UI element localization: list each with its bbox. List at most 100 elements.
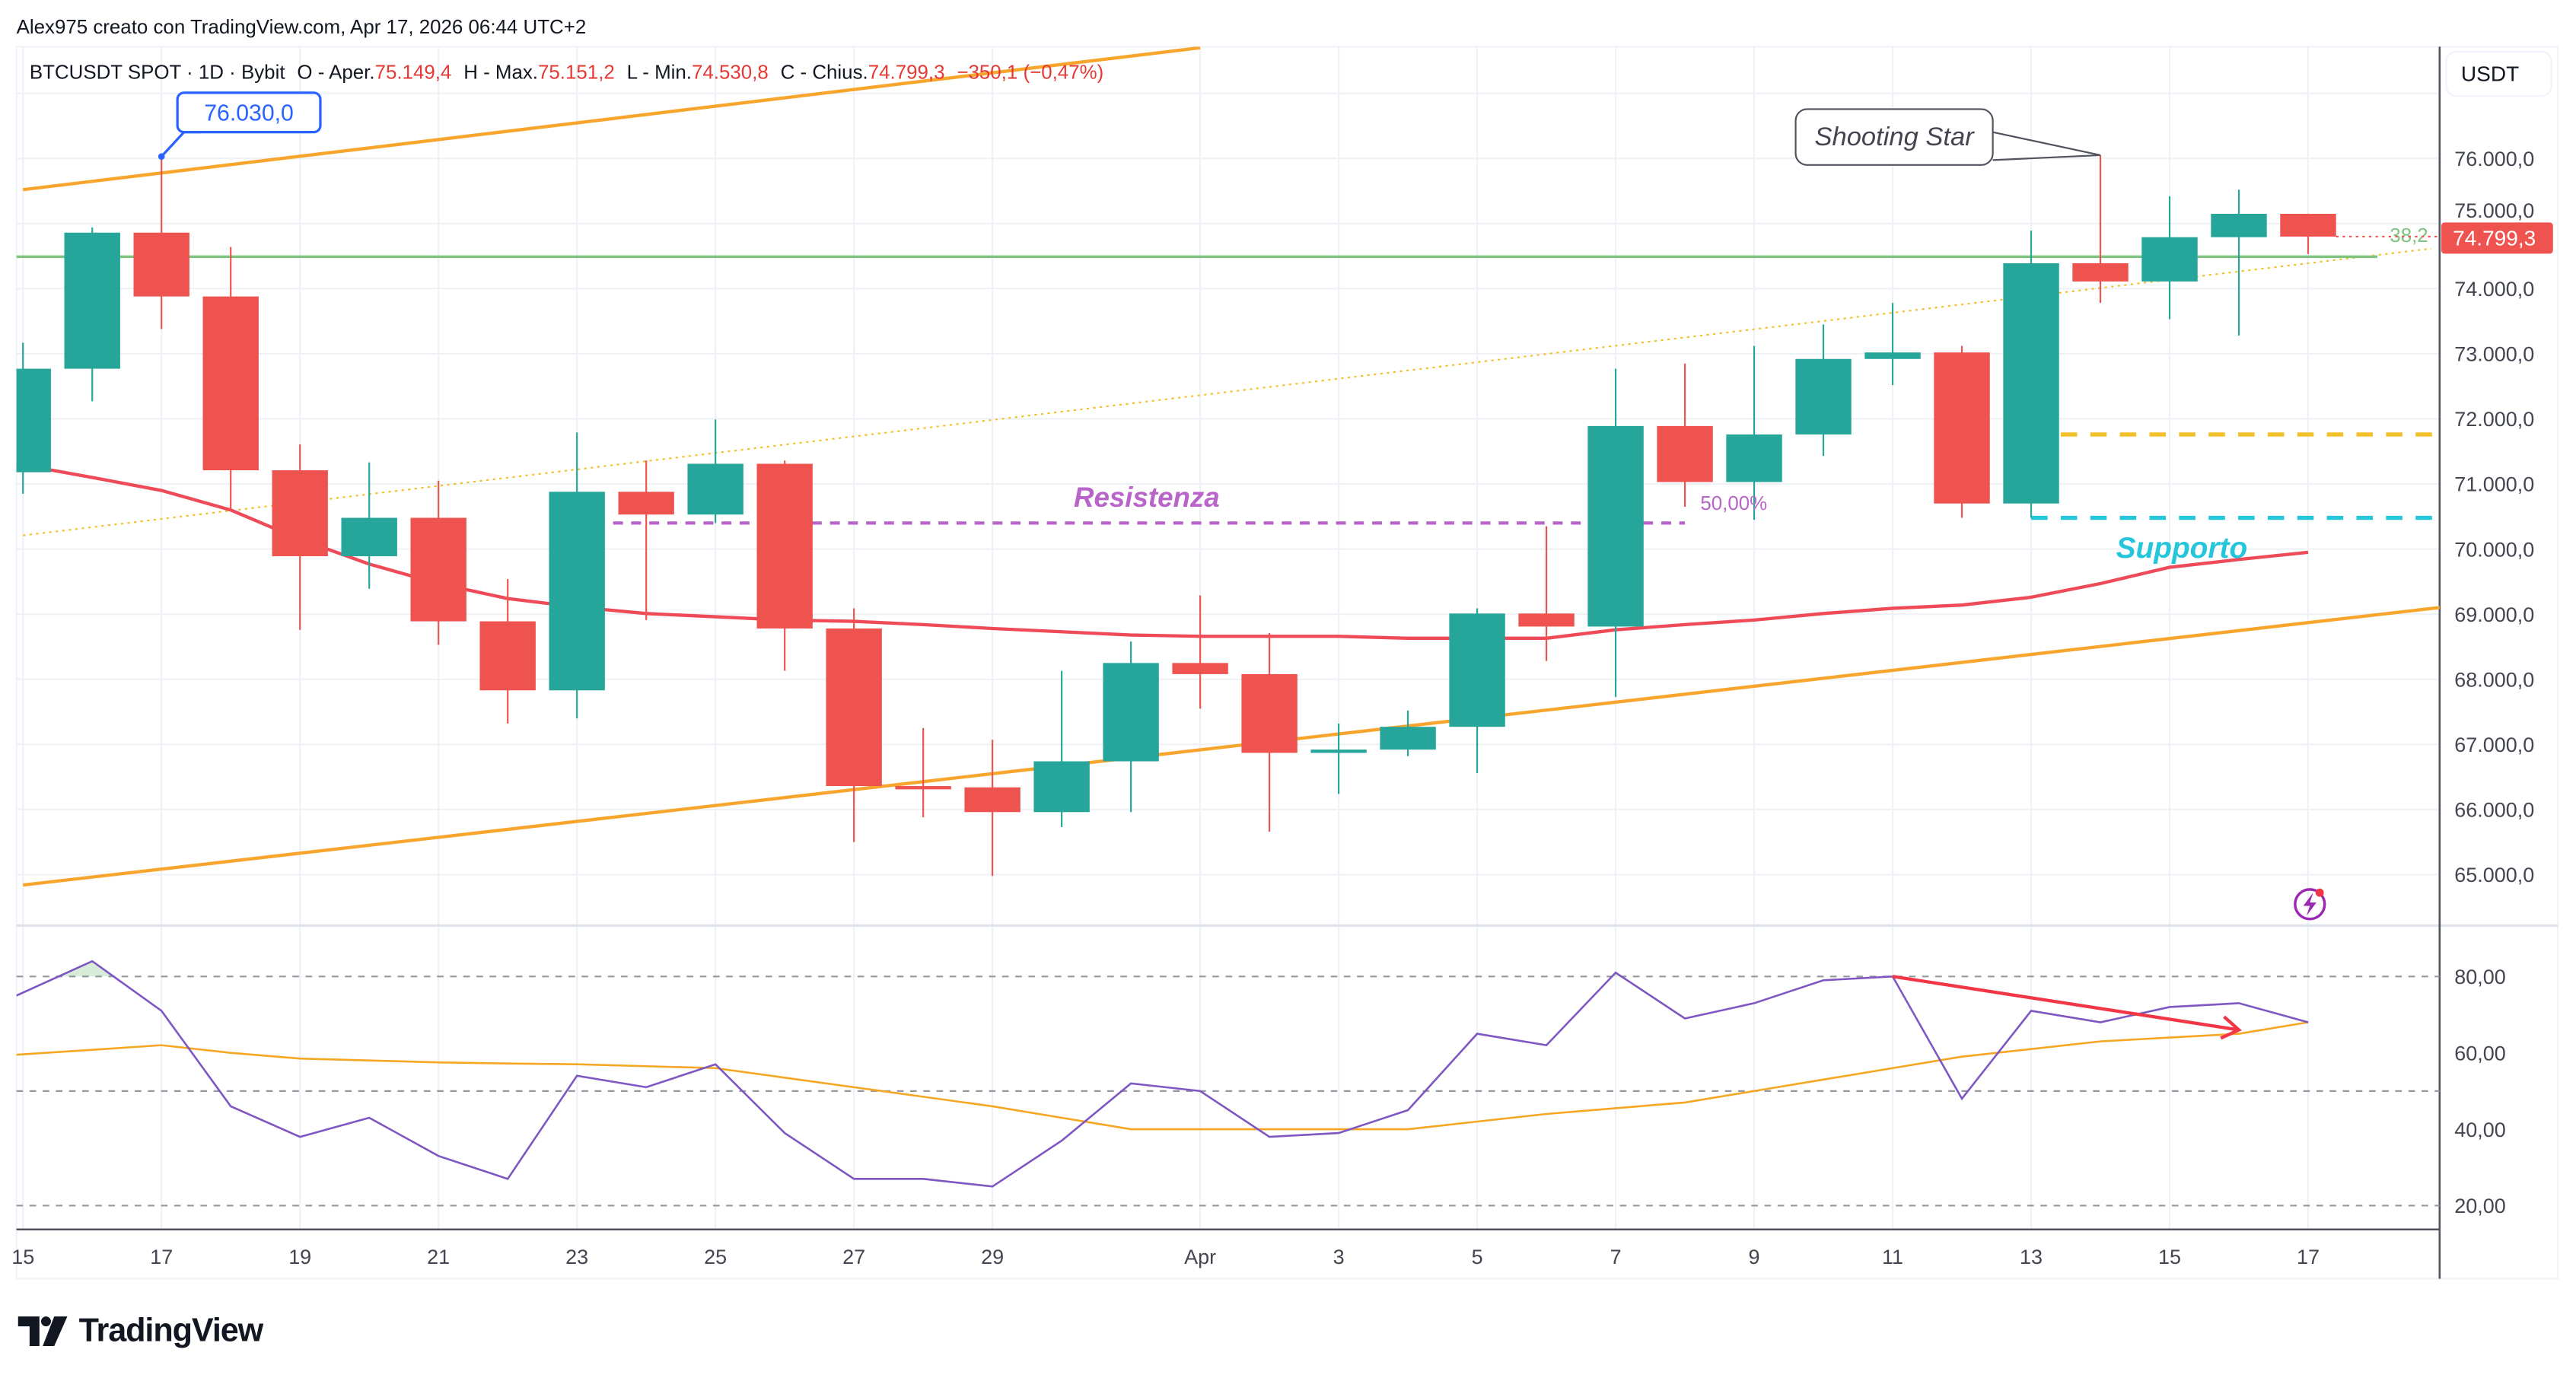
time-tick-label: 17 bbox=[150, 1246, 173, 1268]
last-price-badge bbox=[2441, 222, 2553, 254]
resistance-label: Resistenza bbox=[1074, 482, 1220, 513]
candle[interactable] bbox=[826, 608, 882, 842]
open-label: O - Aper. bbox=[297, 62, 374, 84]
candle[interactable] bbox=[618, 460, 674, 620]
shooting-star-callout[interactable] bbox=[1794, 108, 1994, 166]
rsi-divergence-arrow[interactable] bbox=[1892, 975, 2240, 1032]
candle[interactable] bbox=[1241, 632, 1298, 832]
lightning-alert-icon[interactable] bbox=[2294, 888, 2326, 921]
candle[interactable] bbox=[895, 727, 951, 818]
candle[interactable] bbox=[1103, 641, 1159, 813]
candle-body bbox=[2280, 213, 2336, 237]
time-tick-label: 11 bbox=[1882, 1246, 1903, 1268]
channel-upper-line[interactable] bbox=[22, 46, 1201, 192]
candle[interactable] bbox=[687, 419, 744, 524]
candle[interactable] bbox=[341, 462, 397, 589]
candle-body bbox=[272, 470, 328, 557]
currency-label: USDT bbox=[2461, 62, 2519, 86]
candle[interactable] bbox=[1449, 608, 1505, 773]
candle-body bbox=[1726, 434, 1782, 482]
price-tick-label: 75.000,0 bbox=[2454, 199, 2534, 222]
candle[interactable] bbox=[2072, 154, 2129, 304]
high-price-callout-label: 76.030,0 bbox=[204, 101, 294, 126]
candle[interactable] bbox=[2211, 189, 2267, 336]
candle[interactable] bbox=[133, 156, 189, 329]
candle[interactable] bbox=[2141, 196, 2198, 320]
candle-body bbox=[202, 296, 259, 471]
attribution-text: Alex975 creato con TradingView.com, Apr … bbox=[17, 17, 587, 38]
fib-50-label: 50,00% bbox=[1700, 493, 1767, 514]
candle-body bbox=[1657, 425, 1713, 482]
high-label: H - Max. bbox=[463, 62, 538, 84]
candle[interactable] bbox=[0, 342, 51, 494]
candle-body bbox=[2072, 263, 2129, 282]
candle[interactable] bbox=[1380, 710, 1436, 756]
candle[interactable] bbox=[1172, 595, 1228, 709]
channel-lower-line[interactable] bbox=[22, 592, 2576, 887]
price-axis[interactable]: 65.000,0 66.000,0 67.000,0 68.000,0 69.000,0… bbox=[2454, 148, 2534, 1217]
candle[interactable] bbox=[549, 432, 605, 719]
time-tick-label: 3 bbox=[1333, 1246, 1345, 1268]
candle-body bbox=[410, 517, 466, 622]
candle[interactable] bbox=[2003, 231, 2059, 518]
candle[interactable] bbox=[479, 578, 536, 724]
candle[interactable] bbox=[1657, 363, 1713, 507]
time-tick-label: 7 bbox=[1610, 1246, 1622, 1268]
price-tick-label: 70.000,0 bbox=[2454, 538, 2534, 561]
open-value: 75.149,4 bbox=[375, 62, 452, 84]
time-tick-label: 5 bbox=[1472, 1246, 1483, 1268]
support-label: Supporto bbox=[2116, 532, 2248, 565]
rsi-tick-label: 80,00 bbox=[2454, 966, 2506, 988]
moving-average-line bbox=[16, 462, 2309, 640]
change-value: −350,1 (−0,47%) bbox=[957, 62, 1103, 84]
moving-average bbox=[16, 462, 2309, 640]
high-value: 75.151,2 bbox=[538, 62, 615, 84]
candle[interactable] bbox=[410, 480, 466, 645]
pattern-callout-pointer bbox=[1992, 131, 2101, 161]
rsi-pane[interactable] bbox=[16, 960, 2440, 1207]
candle[interactable] bbox=[1310, 723, 1367, 794]
rsi-tick-label: 40,00 bbox=[2454, 1119, 2506, 1141]
candle-body bbox=[1449, 613, 1505, 727]
candle[interactable] bbox=[964, 740, 1021, 877]
candle-body bbox=[964, 787, 1021, 813]
price-tick-label: 67.000,0 bbox=[2454, 734, 2534, 756]
candlestick-series[interactable] bbox=[0, 154, 2336, 877]
candle-body bbox=[16, 368, 51, 473]
candle[interactable] bbox=[1033, 670, 1090, 827]
high-price-callout[interactable] bbox=[176, 91, 322, 134]
candle-body bbox=[1033, 761, 1090, 813]
candle[interactable] bbox=[64, 227, 120, 402]
candle-body bbox=[1864, 352, 1921, 359]
candle[interactable] bbox=[2280, 213, 2336, 254]
price-tick-label: 73.000,0 bbox=[2454, 343, 2534, 366]
price-tick-label: 74.000,0 bbox=[2454, 278, 2534, 301]
price-tick-label: 68.000,0 bbox=[2454, 668, 2534, 691]
low-label: L - Min. bbox=[627, 62, 692, 84]
candle-body bbox=[1172, 663, 1228, 674]
tradingview-logo[interactable]: TradingView bbox=[18, 1313, 265, 1349]
candle[interactable] bbox=[1587, 368, 1644, 697]
candle[interactable] bbox=[1934, 345, 1990, 518]
candle[interactable] bbox=[1726, 345, 1782, 520]
candle-body bbox=[1241, 673, 1298, 753]
time-tick-label: 19 bbox=[288, 1246, 311, 1268]
candle[interactable] bbox=[1795, 324, 1852, 457]
candle[interactable] bbox=[202, 247, 259, 511]
candle[interactable] bbox=[272, 444, 328, 630]
candle[interactable] bbox=[1518, 526, 1575, 661]
candle-body bbox=[1380, 727, 1436, 750]
time-axis[interactable]: 15 17 19 21 23 25 27 29 Apr 3 5 7 9 11 13 15 17 bbox=[11, 1246, 2320, 1268]
candle[interactable] bbox=[756, 460, 813, 671]
close-label: C - Chius. bbox=[781, 62, 868, 84]
currency-button[interactable] bbox=[2445, 50, 2552, 97]
candle[interactable] bbox=[1864, 303, 1921, 385]
rsi-tick-label: 20,00 bbox=[2454, 1195, 2506, 1217]
candle-body bbox=[133, 232, 189, 297]
shooting-star-label: Shooting Star bbox=[1814, 123, 1975, 151]
close-value: 74.799,3 bbox=[868, 62, 945, 84]
candle-body bbox=[1518, 613, 1575, 627]
time-tick-label: 23 bbox=[565, 1246, 588, 1268]
